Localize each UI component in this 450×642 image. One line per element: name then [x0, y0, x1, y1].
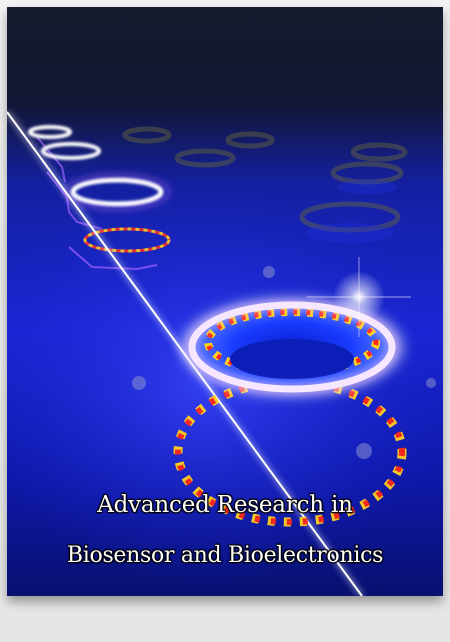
cover-artwork [7, 7, 443, 596]
journal-cover: Advanced Research in Biosensor and Bioel… [7, 7, 443, 596]
journal-title-line-2: Biosensor and Bioelectronics [66, 543, 384, 568]
journal-title-line-1: Advanced Research in [97, 492, 353, 518]
